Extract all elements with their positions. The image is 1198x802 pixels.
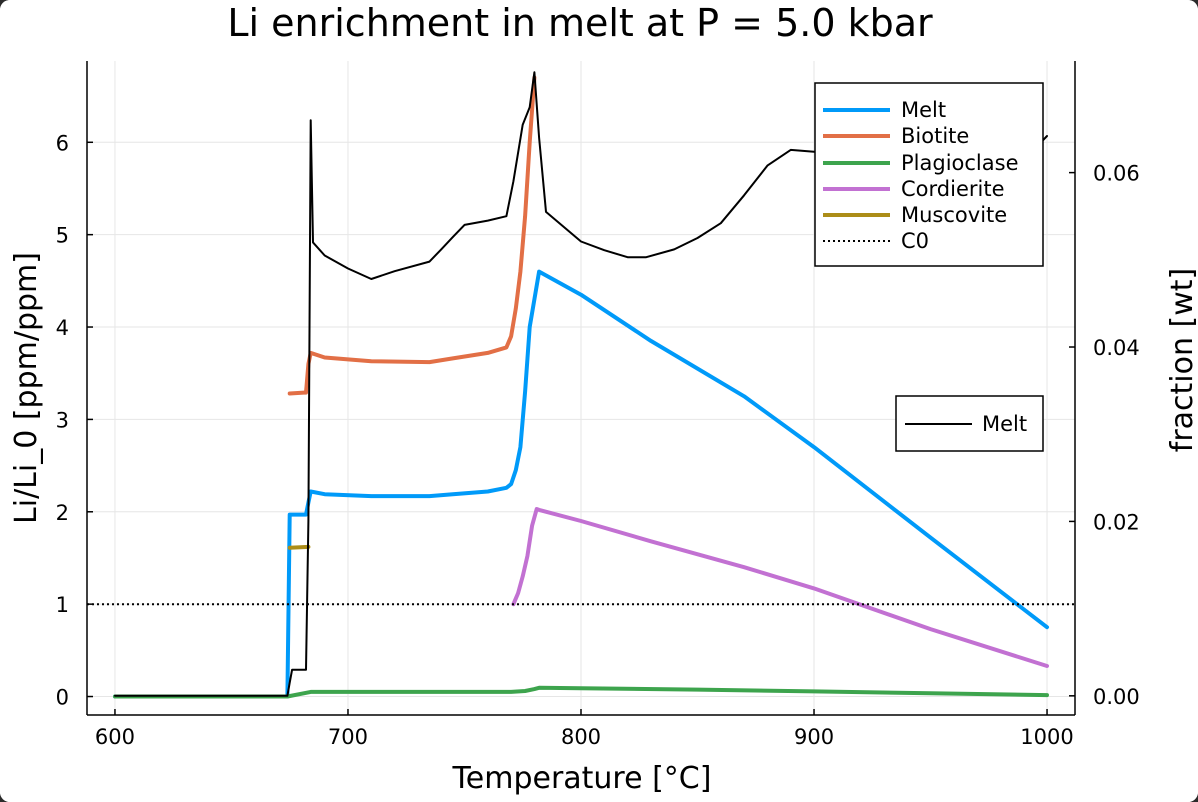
x-tick-label-900: 900	[794, 725, 834, 749]
x-tick-label-700: 700	[328, 725, 368, 749]
legend-left-box	[814, 82, 1044, 267]
y-axis-label: Li/Li_0 [ppm/ppm]	[9, 252, 44, 524]
y-tick-label-3: 3	[56, 408, 69, 432]
legend-label-plagioclase: Plagioclase	[901, 151, 1019, 175]
legend-left: Melt Biotite Plagioclase Cordierite Musc…	[814, 82, 1044, 267]
y-tick-label-5: 5	[56, 224, 69, 248]
series-line-cordierite	[511, 507, 1049, 668]
y-tick-label-0: 0	[56, 686, 69, 710]
y2-tick-label-2: 0.04	[1093, 336, 1140, 360]
y2-axis-label: fraction [wt]	[1165, 268, 1198, 452]
legend-right: Melt	[895, 395, 1044, 452]
x-tick-label-1000: 1000	[1020, 725, 1073, 749]
series-layer	[87, 71, 1075, 699]
legend-label-melt: Melt	[901, 98, 946, 122]
legend-label-melt-fraction: Melt	[982, 412, 1027, 436]
x-tick-label-600: 600	[95, 725, 135, 749]
x-axis-label: Temperature [°C]	[452, 761, 712, 796]
series-line-biotite	[287, 75, 537, 396]
legend-label-biotite: Biotite	[901, 124, 969, 148]
y2-tick-label-1: 0.02	[1093, 510, 1140, 534]
series-line-melt	[113, 269, 1049, 699]
y2-tick-label-0: 0.00	[1093, 685, 1140, 709]
y-tick-label-6: 6	[56, 131, 69, 155]
y2-tick-label-3: 0.06	[1093, 162, 1140, 186]
chart-title: Li enrichment in melt at P = 5.0 kbar	[227, 1, 933, 45]
legend-label-c0: C0	[901, 229, 929, 253]
y-tick-label-2: 2	[56, 501, 69, 525]
series-line-plagioclase	[113, 685, 1049, 699]
axes: 600 700 800 900 1000 0 1 2 3 4 5 6 0.00 0.02 0.04 0.06	[56, 61, 1140, 749]
y-tick-label-4: 4	[56, 316, 69, 340]
legend-label-muscovite: Muscovite	[901, 203, 1007, 227]
legend-label-cordierite: Cordierite	[901, 177, 1004, 201]
y-tick-label-1: 1	[56, 593, 69, 617]
x-tick-label-800: 800	[561, 725, 601, 749]
series-line-muscovite	[287, 544, 311, 550]
